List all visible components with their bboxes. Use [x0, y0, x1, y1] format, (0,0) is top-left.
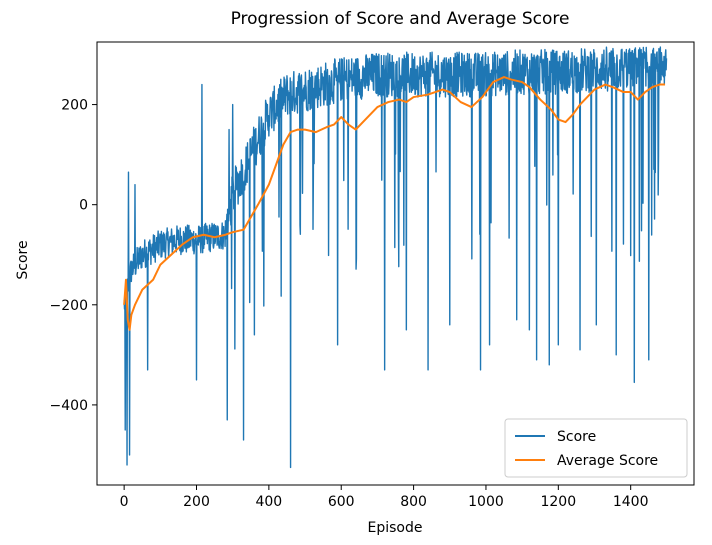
- x-axis-ticks: 0 200 400 600 800 1000 1200 1400: [120, 485, 649, 510]
- chart-title: Progression of Score and Average Score: [231, 9, 570, 29]
- y-tick-label: 200: [61, 98, 88, 114]
- legend: Score Average Score: [504, 418, 688, 478]
- plot-frame: [96, 41, 695, 486]
- x-tick-label: 400: [255, 494, 282, 510]
- y-axis-ticks: −400 −200 0 200: [50, 98, 97, 414]
- legend-label: Average Score: [557, 453, 658, 469]
- y-tick-label: −200: [50, 298, 88, 314]
- x-tick-label: 1000: [468, 494, 504, 510]
- y-tick-label: −400: [50, 398, 88, 414]
- legend-box: [504, 418, 688, 478]
- x-tick-label: 1400: [613, 494, 649, 510]
- y-tick-label: 0: [79, 198, 88, 214]
- series-average-score-line: [123, 76, 666, 331]
- y-axis-label: Score: [15, 240, 31, 279]
- x-axis-label: Episode: [368, 520, 423, 536]
- x-tick-label: 0: [120, 494, 129, 510]
- x-tick-label: 800: [400, 494, 427, 510]
- legend-label: Score: [557, 429, 596, 445]
- plot-area: [96, 41, 695, 486]
- x-tick-label: 1200: [540, 494, 576, 510]
- series-score-line: [123, 46, 668, 469]
- x-tick-label: 600: [328, 494, 355, 510]
- x-tick-label: 200: [183, 494, 210, 510]
